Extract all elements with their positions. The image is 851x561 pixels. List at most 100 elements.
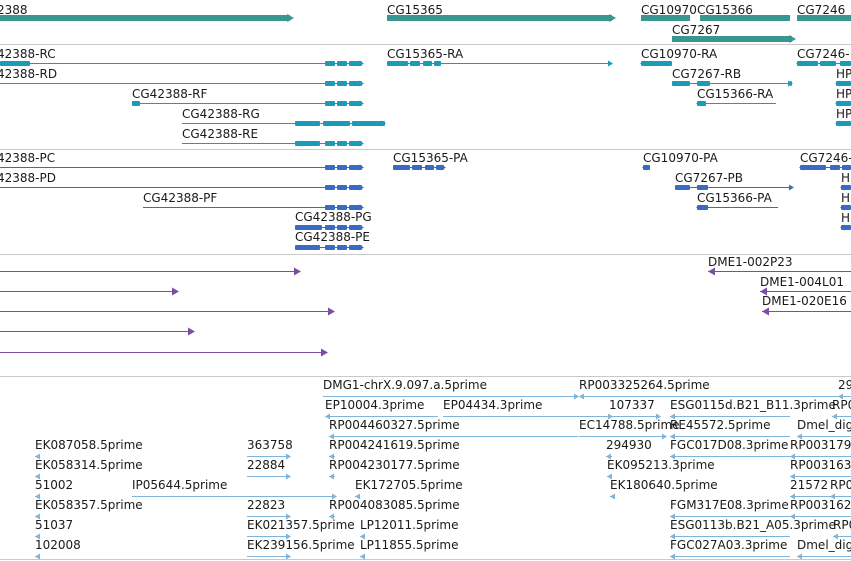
feature-42388-pc[interactable]: 42388-PC xyxy=(0,151,364,171)
feature-esg0115d-b21-b11-3prime[interactable]: ESG0115d.B21_B11.3prime xyxy=(670,398,836,420)
strand-arrow xyxy=(332,493,337,500)
feature-dme1-004l01[interactable]: DME1-004L01 xyxy=(760,275,851,296)
feature-esg0113b-b21-a05-3prime[interactable]: ESG0113b.B21_A05.3prime xyxy=(670,518,836,540)
feature-lp11855-5prime[interactable]: LP11855.5prime xyxy=(360,538,459,560)
feature-cg42388-pg[interactable]: CG42388-PG xyxy=(295,210,372,231)
feature-22884[interactable]: 22884 xyxy=(247,458,291,480)
feature-42388-pd[interactable]: 42388-PD xyxy=(0,171,364,191)
feature-107337[interactable]: 107337 xyxy=(609,398,661,420)
feature-ek095213-3prime[interactable]: EK095213.3prime xyxy=(607,458,715,480)
feature-re45572-5prime[interactable]: RE45572.5prime xyxy=(670,418,790,440)
exon-block xyxy=(349,141,362,146)
feature-cg7246-[interactable]: CG7246- xyxy=(799,151,851,171)
feature-ep10004-3prime[interactable]: EP10004.3prime xyxy=(325,398,438,420)
feature-rp003179[interactable]: RP003179 xyxy=(790,438,851,460)
feature-cg10970-pa[interactable]: CG10970-PA xyxy=(642,151,719,171)
feature-fgc017d08-3prime[interactable]: FGC017D08.3prime xyxy=(670,438,790,460)
feature-ip05644-5prime[interactable]: IP05644.5prime xyxy=(132,478,337,500)
feature-clone[interactable] xyxy=(0,267,301,276)
feature-ep04434-3prime[interactable]: EP04434.3prime xyxy=(443,398,613,420)
exon-block xyxy=(132,101,140,106)
feature-fgm317e08-3prime[interactable]: FGM317E08.3prime xyxy=(670,498,790,520)
feature-dmel-dig[interactable]: Dmel_dig xyxy=(797,538,851,560)
feature-42388-rc[interactable]: 42388-RC xyxy=(0,47,364,67)
feature-cg15365-ra[interactable]: CG15365-RA xyxy=(387,47,613,67)
feature-rp003163[interactable]: RP003163 xyxy=(790,458,851,480)
feature-cg15366-ra[interactable]: CG15366-RA xyxy=(696,87,776,107)
feature-cg42388-pe[interactable]: CG42388-PE xyxy=(295,230,370,251)
feature-label: CG7267 xyxy=(672,23,720,37)
feature-hp[interactable]: HP xyxy=(835,87,851,107)
feature-rp003162[interactable]: RP003162 xyxy=(790,498,851,520)
feature-h[interactable]: H xyxy=(840,191,851,211)
feature-42388-rd[interactable]: 42388-RD xyxy=(0,67,364,87)
exon-block xyxy=(0,61,30,66)
feature-29[interactable]: 29 xyxy=(838,378,851,400)
feature-cg42388-re[interactable]: CG42388-RE xyxy=(182,127,364,147)
feature-dme1-002p23[interactable]: DME1-002P23 xyxy=(708,255,851,276)
feature-label: 42388-PD xyxy=(0,171,56,185)
feature-rp004460327-5prime[interactable]: RP004460327.5prime xyxy=(329,418,578,440)
feature-22823[interactable]: 22823 xyxy=(247,498,291,520)
feature-cg15366[interactable]: CG15366 xyxy=(697,3,790,21)
feature-hp[interactable]: HP xyxy=(835,67,851,87)
strand-arrow xyxy=(838,393,843,400)
strand-arrow xyxy=(35,533,40,540)
feature-cg7267[interactable]: CG7267 xyxy=(672,23,796,43)
feature-clone[interactable] xyxy=(0,348,328,357)
feature-cg7246-[interactable]: CG7246- xyxy=(796,47,851,67)
feature-51037[interactable]: 51037 xyxy=(35,518,73,540)
feature-dmel-dig[interactable]: Dmel_dig xyxy=(797,418,851,440)
feature-clone[interactable] xyxy=(0,307,335,316)
feature-label: EK021357.5prime xyxy=(247,518,355,532)
feature-cg7246[interactable]: CG7246 xyxy=(797,3,851,21)
exon-block xyxy=(697,185,708,190)
feature-ek087058-5prime[interactable]: EK087058.5prime xyxy=(35,438,143,460)
feature-cg7267-pb[interactable]: CG7267-PB xyxy=(675,171,794,191)
feature-lp12011-5prime[interactable]: LP12011.5prime xyxy=(360,518,459,540)
feature-cg10970-ra[interactable]: CG10970-RA xyxy=(640,47,718,67)
feature-ek239156-5prime[interactable]: EK239156.5prime xyxy=(247,538,355,560)
feature-dmg1-chrx-9-097-a-5prime[interactable]: DMG1-chrX.9.097.a.5prime xyxy=(323,378,579,400)
feature-ek058314-5prime[interactable]: EK058314.5prime xyxy=(35,458,143,480)
feature-294930[interactable]: 294930 xyxy=(606,438,652,460)
feature-ek180640-5prime[interactable]: EK180640.5prime xyxy=(610,478,718,500)
feature-ek172705-5prime[interactable]: EK172705.5prime xyxy=(355,478,463,500)
feature-hp[interactable]: HP xyxy=(835,107,851,127)
feature-dme1-020e16[interactable]: DME1-020E16 xyxy=(762,294,851,316)
strand-arrow xyxy=(286,513,291,520)
feature-clone[interactable] xyxy=(0,327,195,336)
feature-ek021357-5prime[interactable]: EK021357.5prime xyxy=(247,518,355,540)
feature-cg7267-rb[interactable]: CG7267-RB xyxy=(672,67,793,87)
feature-rp004230177-5prime[interactable]: RP004230177.5prime xyxy=(329,458,460,480)
feature-rp004083085-5prime[interactable]: RP004083085.5prime xyxy=(329,498,460,520)
feature-cg42388-pf[interactable]: CG42388-PF xyxy=(143,191,364,211)
feature-51002[interactable]: 51002 xyxy=(35,478,73,500)
feature-rp004241619-5prime[interactable]: RP004241619.5prime xyxy=(329,438,460,460)
feature-cg15365-pa[interactable]: CG15365-PA xyxy=(393,151,469,171)
feature-rp003325264-5prime[interactable]: RP003325264.5prime xyxy=(579,378,838,400)
feature-363758[interactable]: 363758 xyxy=(247,438,293,460)
feature-rp0[interactable]: RP0 xyxy=(832,398,851,420)
feature-label: EP10004.3prime xyxy=(325,398,424,412)
feature-h[interactable]: H xyxy=(840,211,851,231)
feature-cg42388-rg[interactable]: CG42388-RG xyxy=(182,107,386,127)
feature-h[interactable]: H xyxy=(840,171,851,191)
feature-ec14788-5prime[interactable]: EC14788.5prime xyxy=(579,418,680,440)
strand-arrow xyxy=(670,553,675,560)
feature-cg15366-pa[interactable]: CG15366-PA xyxy=(696,191,778,211)
feature-cg10970[interactable]: CG10970 xyxy=(641,3,697,21)
strand-arrow xyxy=(788,80,793,87)
feature-rp0[interactable]: RP0 xyxy=(833,518,851,540)
strand-arrow xyxy=(359,140,364,147)
feature-fgc027a03-3prime[interactable]: FGC027A03.3prime xyxy=(670,538,790,560)
feature-rp0[interactable]: RP0 xyxy=(830,478,851,500)
feature-cg42388-rf[interactable]: CG42388-RF xyxy=(132,87,364,107)
feature-ek058357-5prime[interactable]: EK058357.5prime xyxy=(35,498,143,520)
feature-102008[interactable]: 102008 xyxy=(35,538,81,560)
feature-cg15365[interactable]: CG15365 xyxy=(387,3,616,22)
feature-2388[interactable]: 2388 xyxy=(0,3,294,22)
strand-arrow xyxy=(359,184,364,191)
feature-label: RP0 xyxy=(830,478,851,492)
feature-clone[interactable] xyxy=(0,287,179,296)
